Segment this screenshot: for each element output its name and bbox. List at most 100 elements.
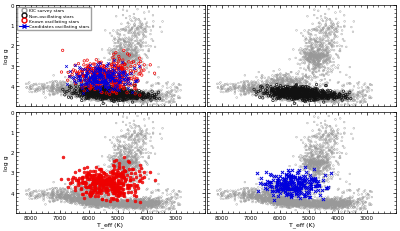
Point (326, 97, 332, 101)
Point (314, 163, 320, 167)
Point (115, 204, 122, 208)
Point (138, 97, 144, 100)
Point (132, 156, 138, 159)
Point (133, 80, 139, 84)
Point (114, 29, 121, 33)
Point (91, 91, 98, 94)
Point (312, 195, 318, 199)
Point (272, 88, 278, 92)
Point (109, 72, 115, 76)
Point (159, 103, 166, 107)
Point (78, 187, 85, 191)
Point (91, 85, 98, 89)
Point (290, 98, 296, 102)
Point (129, 48, 135, 52)
Point (320, 53, 327, 57)
Point (120, 156, 127, 159)
Point (133, 94, 140, 98)
Point (269, 82, 275, 85)
Point (143, 201, 149, 205)
Point (166, 197, 172, 200)
Point (280, 199, 287, 202)
Point (335, 95, 342, 99)
Point (111, 94, 118, 98)
Point (150, 96, 156, 100)
Point (279, 202, 286, 206)
Point (230, 194, 237, 198)
Point (283, 87, 290, 91)
Point (138, 202, 144, 206)
Point (147, 90, 153, 93)
Point (285, 201, 292, 205)
Point (285, 95, 292, 98)
Point (309, 47, 316, 50)
Point (256, 87, 262, 91)
Point (287, 202, 294, 206)
Point (324, 81, 330, 85)
Point (127, 162, 134, 165)
Point (337, 155, 343, 158)
Point (113, 96, 120, 99)
Point (262, 183, 268, 186)
Point (97, 204, 103, 208)
Point (262, 93, 269, 97)
Point (261, 91, 267, 94)
Point (105, 199, 111, 203)
Point (290, 94, 296, 98)
Point (342, 97, 348, 101)
Point (132, 94, 139, 98)
Point (88, 186, 94, 190)
Point (88, 94, 94, 98)
Point (158, 94, 165, 97)
Point (86, 97, 92, 100)
Point (327, 125, 333, 128)
Point (324, 98, 331, 101)
Point (94, 98, 101, 102)
Point (126, 208, 132, 211)
Point (70, 92, 77, 96)
Point (152, 90, 159, 94)
Point (164, 190, 170, 193)
Point (122, 203, 128, 207)
Point (317, 204, 323, 208)
Point (96, 96, 102, 100)
Point (131, 203, 138, 207)
Point (125, 205, 132, 209)
Point (310, 179, 316, 182)
Point (168, 96, 175, 100)
Point (98, 204, 105, 207)
Point (274, 94, 280, 97)
Point (317, 101, 323, 105)
Point (92, 90, 99, 93)
Point (69, 90, 75, 94)
Point (338, 202, 345, 206)
Point (310, 94, 316, 97)
Point (306, 162, 313, 166)
Point (280, 83, 286, 87)
Point (253, 82, 259, 86)
Point (135, 32, 141, 36)
Point (316, 56, 323, 60)
Point (323, 96, 329, 100)
Point (136, 205, 142, 208)
Point (278, 184, 285, 187)
Point (328, 20, 334, 24)
Point (258, 196, 264, 200)
Point (70, 93, 76, 97)
Point (129, 163, 135, 166)
Point (312, 93, 319, 97)
Point (134, 59, 140, 63)
Point (306, 175, 312, 179)
Point (328, 43, 334, 47)
Point (116, 151, 123, 155)
Point (118, 165, 125, 169)
Point (279, 95, 285, 99)
Point (320, 202, 326, 205)
Point (90, 91, 97, 95)
Point (95, 178, 102, 182)
Point (305, 65, 311, 69)
Point (263, 96, 270, 99)
Point (254, 194, 260, 197)
Point (111, 74, 118, 78)
Point (308, 204, 315, 207)
